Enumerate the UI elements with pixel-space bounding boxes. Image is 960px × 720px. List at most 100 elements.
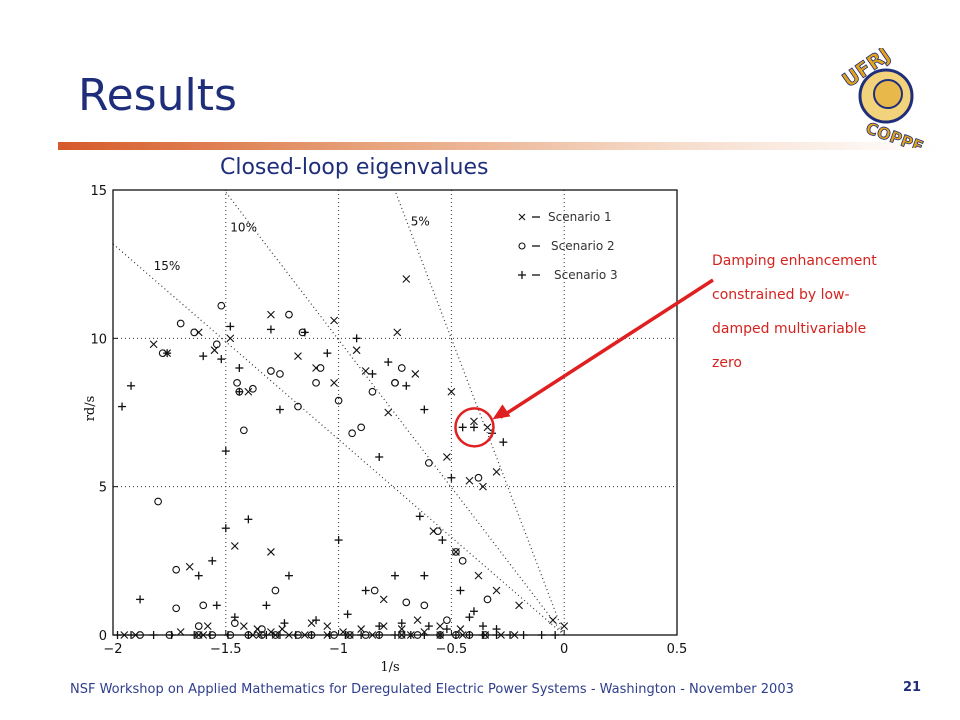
- x-tick-label-2: −1: [329, 642, 348, 657]
- point-s3-43: [447, 473, 456, 482]
- point-s2-20: [154, 497, 162, 506]
- point-s3-61: [230, 613, 239, 622]
- point-s3-66: [375, 622, 384, 631]
- point-s1-33: [456, 625, 465, 633]
- point-s2-39: [176, 319, 185, 328]
- point-s1-68: [549, 616, 557, 625]
- point-s1-60: [267, 548, 275, 556]
- y-axis-label: rd/s: [83, 396, 98, 422]
- point-s1-51: [330, 316, 338, 325]
- point-s2-27: [285, 310, 293, 319]
- point-s2-25: [239, 426, 248, 435]
- point-s2-34: [397, 364, 406, 372]
- annotation-line-1: Damping enhancement: [712, 253, 877, 269]
- point-s3-78: [438, 536, 447, 545]
- annotation-line-3: damped multivariable: [712, 321, 867, 337]
- point-s1-29: [379, 622, 388, 630]
- point-s3-60: [212, 601, 221, 610]
- annotation-line-4: zero: [712, 355, 742, 371]
- legend-marker-2: [518, 242, 526, 250]
- point-s3-71: [478, 622, 487, 631]
- point-s1-54: [402, 275, 411, 283]
- point-s3-63: [280, 619, 289, 628]
- point-s3-34: [226, 322, 235, 331]
- point-s1-69: [560, 622, 569, 630]
- point-s1-65: [474, 571, 483, 580]
- point-s1-43: [411, 370, 420, 378]
- point-s1-42: [384, 408, 393, 417]
- point-s2-52: [172, 604, 181, 613]
- plot-frame: [112, 189, 678, 636]
- point-s2-24: [233, 378, 241, 387]
- point-s2-53: [194, 622, 203, 630]
- point-s3-75: [275, 405, 284, 414]
- point-s2-26: [267, 367, 275, 375]
- point-s1-67: [515, 601, 523, 610]
- x-tick-label-1: −1.5: [210, 642, 242, 657]
- point-s3-62: [262, 601, 271, 610]
- point-s2-40: [190, 328, 199, 337]
- point-s2-29: [312, 378, 320, 387]
- y-tick-label-3: 15: [90, 184, 107, 199]
- legend-marker-1: [518, 213, 526, 221]
- point-s1-58: [185, 562, 194, 571]
- point-s1-34: [149, 340, 158, 349]
- annotation-arrow-line: [499, 278, 714, 419]
- point-s1-40: [330, 378, 338, 387]
- y-tick-label-1: 5: [99, 481, 107, 496]
- point-s2-31: [348, 429, 356, 438]
- point-s3-32: [235, 364, 244, 372]
- point-s1-26: [323, 622, 332, 630]
- point-s2-58: [402, 598, 411, 607]
- point-s3-76: [375, 453, 384, 461]
- point-s3-74: [235, 387, 244, 396]
- point-s2-37: [474, 473, 483, 482]
- point-s3-53: [334, 536, 343, 545]
- point-s3-55: [391, 571, 399, 580]
- point-s1-45: [470, 417, 478, 426]
- point-s2-57: [370, 586, 379, 595]
- damping-label-1: 10%: [230, 221, 257, 235]
- ufrj-coppe-logo: UFRJ COPPE: [837, 48, 926, 148]
- point-s3-35: [266, 325, 275, 334]
- y-tick-label-2: 10: [90, 332, 107, 347]
- point-s3-64: [312, 616, 321, 625]
- point-s1-50: [267, 310, 275, 319]
- point-s2-41: [217, 301, 226, 310]
- point-s3-33: [217, 355, 226, 364]
- point-s3-68: [424, 622, 433, 631]
- title-rule: [58, 142, 938, 150]
- page-number: 21: [903, 680, 922, 695]
- damping-line-1: [223, 189, 565, 636]
- point-s3-38: [352, 334, 361, 343]
- chart-title: Closed-loop eigenvalues: [220, 155, 489, 180]
- damping-annotation: Damping enhancement constrained by low- …: [712, 244, 932, 380]
- point-s2-30: [334, 396, 343, 405]
- point-s1-57: [479, 482, 487, 491]
- point-s3-56: [420, 571, 429, 580]
- point-s2-50: [458, 556, 467, 565]
- point-s1-61: [379, 595, 388, 604]
- point-s2-45: [294, 402, 302, 411]
- damping-label-2: 5%: [411, 215, 430, 229]
- point-s3-77: [415, 512, 424, 521]
- point-s2-48: [391, 378, 399, 387]
- point-s1-66: [492, 586, 501, 595]
- point-s1-32: [436, 622, 445, 630]
- point-s2-43: [249, 384, 257, 393]
- point-s2-59: [420, 601, 429, 610]
- point-s1-53: [393, 328, 402, 337]
- point-s1-46: [483, 423, 492, 432]
- point-s3-37: [323, 349, 332, 358]
- point-s1-49: [226, 334, 235, 343]
- point-s1-37: [244, 387, 253, 396]
- point-s2-44: [276, 370, 284, 378]
- footer-text: NSF Workshop on Applied Mathematics for …: [70, 682, 794, 697]
- x-tick-label-4: 0: [560, 642, 568, 657]
- point-s3-57: [456, 586, 465, 595]
- point-s1-59: [230, 542, 239, 550]
- damping-label-0: 15%: [154, 259, 181, 273]
- point-s3-45: [469, 423, 478, 432]
- point-s2-36: [452, 548, 460, 556]
